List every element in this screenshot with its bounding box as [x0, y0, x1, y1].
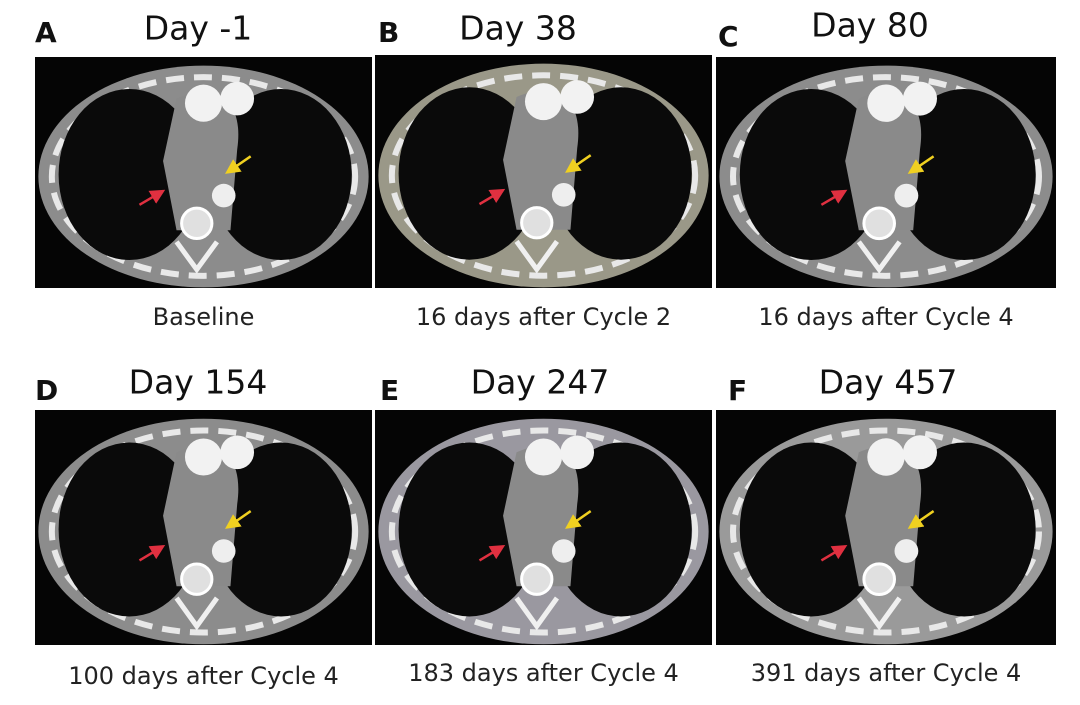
ct-lung-right [550, 87, 692, 260]
ct-ribs [388, 427, 699, 636]
yellow-arrow [565, 510, 592, 529]
ct-panel [35, 57, 372, 288]
ct-lung-right [210, 442, 352, 617]
ct-vessel [894, 539, 919, 563]
ct-lung-left [398, 442, 541, 617]
ct-spine-process [174, 596, 220, 631]
ct-lung-left [739, 442, 883, 617]
ct-vessel [220, 81, 255, 116]
ct-lung-right [892, 442, 1036, 617]
ct-ribs [48, 74, 359, 279]
ct-vessel [903, 435, 937, 470]
ct-spine [520, 206, 554, 240]
ct-lung-left [398, 87, 541, 260]
ct-spine-process [514, 239, 560, 274]
ct-lung-right [210, 89, 352, 260]
ct-ribs [48, 427, 359, 636]
ct-spine [862, 206, 896, 241]
ct-spine-process [856, 240, 902, 274]
ct-aorta [524, 438, 563, 476]
ct-vessel [220, 435, 255, 470]
panel-caption: 391 days after Cycle 4 [751, 659, 1022, 687]
ct-spine-process [514, 596, 560, 631]
ct-aorta [867, 84, 905, 122]
ct-lung-right [550, 442, 692, 617]
ct-spine [862, 562, 896, 596]
ct-panel [375, 55, 712, 288]
yellow-arrow [225, 155, 252, 174]
ct-spine [180, 206, 214, 240]
panel-caption: 16 days after Cycle 4 [758, 303, 1013, 331]
ct-ribs [730, 427, 1042, 636]
ct-vessel [551, 539, 576, 563]
panel-letter: F [728, 374, 747, 407]
yellow-arrow [907, 510, 935, 529]
panel-title: Day 80 [811, 6, 929, 45]
yellow-arrow [225, 510, 252, 529]
ct-panel [716, 410, 1056, 645]
ct-aorta [184, 438, 223, 476]
panel-caption: 16 days after Cycle 2 [416, 303, 671, 331]
red-arrow [138, 545, 166, 562]
ct-vessel [211, 183, 236, 208]
ct-panel [716, 57, 1056, 288]
panel-title: Day 247 [471, 363, 610, 402]
panel-title: Day 457 [819, 363, 958, 402]
ct-spine-process [174, 240, 219, 274]
ct-vessel [551, 183, 576, 207]
panel-letter: E [380, 374, 399, 407]
ct-spine-process [856, 596, 902, 631]
ct-aorta [184, 84, 223, 122]
panel-title: Day -1 [144, 9, 253, 48]
ct-lung-left [58, 89, 201, 260]
ct-lung-left [739, 89, 883, 260]
ct-spine [520, 562, 554, 596]
ct-vessel [560, 435, 595, 470]
ct-spine [180, 562, 214, 596]
ct-vessel [894, 183, 919, 208]
panel-title: Day 38 [459, 9, 577, 48]
yellow-arrow [907, 155, 935, 174]
ct-panel [35, 410, 372, 645]
panel-caption: 100 days after Cycle 4 [68, 662, 339, 690]
red-arrow [138, 189, 166, 206]
yellow-arrow [565, 154, 592, 173]
ct-vessel [560, 80, 595, 114]
ct-aorta [524, 83, 563, 121]
panel-letter: D [35, 374, 58, 407]
ct-lung-right [892, 89, 1036, 260]
panel-letter: C [718, 20, 739, 53]
ct-vessel [211, 539, 236, 563]
ct-ribs [388, 72, 699, 279]
panel-title: Day 154 [129, 363, 268, 402]
red-arrow [478, 188, 506, 206]
panel-letter: A [35, 16, 57, 49]
panel-caption: 183 days after Cycle 4 [408, 659, 679, 687]
red-arrow [478, 545, 506, 562]
panel-caption: Baseline [153, 303, 255, 331]
ct-ribs [730, 74, 1042, 279]
red-arrow [820, 189, 848, 206]
ct-vessel [903, 81, 937, 116]
ct-panel [375, 410, 712, 645]
ct-lung-left [58, 442, 201, 617]
panel-letter: B [378, 16, 399, 49]
ct-aorta [867, 438, 905, 476]
red-arrow [820, 545, 848, 562]
